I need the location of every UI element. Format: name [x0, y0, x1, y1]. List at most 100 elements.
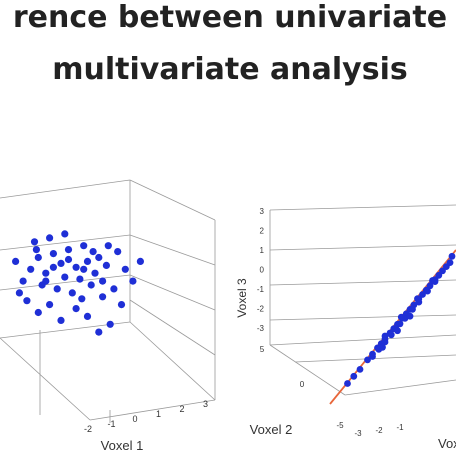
box-edge-5: [269, 244, 456, 251]
data-point: [381, 338, 389, 346]
box-edge-11: [129, 274, 216, 311]
slide-title-line-2: multivariate analysis: [52, 52, 408, 87]
data-point: [12, 257, 20, 265]
data-point: [381, 332, 389, 340]
data-point: [42, 277, 50, 285]
box-edge-0: [0, 179, 131, 199]
data-point: [104, 242, 112, 250]
data-point: [76, 275, 84, 283]
y-tick-label: 3: [260, 207, 265, 216]
x-tick-label: 2: [179, 404, 184, 414]
y-tick-label: -1: [257, 285, 265, 294]
data-point: [42, 269, 50, 277]
depth-tick-label: 5: [260, 345, 265, 354]
data-point: [369, 353, 376, 360]
depth-axis-label: Voxel 2: [250, 422, 293, 437]
x-tick-label: 3: [203, 399, 208, 409]
data-point: [446, 259, 454, 266]
data-point: [364, 356, 371, 364]
data-point: [64, 246, 73, 254]
y-tick-label: -3: [257, 324, 265, 333]
slide-title-line-1: rence between univariate: [12, 0, 448, 35]
data-point: [34, 308, 42, 317]
data-point: [95, 253, 103, 262]
data-point: [102, 261, 110, 269]
data-point: [394, 327, 401, 335]
x-tick-label: -1: [396, 423, 404, 432]
x-tick-label: 1: [156, 409, 161, 419]
x-axis-label: Voxel 1: [101, 438, 144, 453]
data-point: [46, 301, 54, 309]
data-point: [136, 257, 144, 265]
data-point: [356, 366, 364, 373]
data-point: [53, 285, 61, 293]
box-edge-7: [269, 314, 456, 321]
data-point: [448, 252, 456, 260]
x-tick-label: -1: [107, 419, 115, 429]
box-edge-7: [89, 399, 216, 421]
data-point: [80, 242, 88, 250]
depth-tick-label: 0: [300, 380, 305, 389]
data-point: [409, 305, 416, 313]
data-point: [46, 234, 54, 242]
data-point: [87, 281, 95, 289]
box-edge-8: [0, 234, 131, 251]
y-tick-label: -2: [257, 305, 265, 314]
data-point: [106, 320, 114, 328]
box-edge-3: [129, 179, 216, 221]
data-point: [426, 282, 434, 290]
box-edge-2: [269, 344, 346, 396]
data-point: [406, 312, 414, 320]
data-point: [387, 331, 395, 339]
data-point: [419, 291, 426, 298]
x-tick-label: -2: [375, 426, 383, 435]
data-point: [99, 293, 107, 301]
box-edge-12: [129, 299, 216, 356]
scatter-plot-univariate: -2 -1 0 1 2 3 Voxel 1: [0, 179, 216, 453]
y-axis-label: Voxel 3: [235, 278, 249, 318]
y-tick-label: 2: [260, 227, 265, 236]
data-point: [99, 277, 107, 285]
data-point: [91, 269, 99, 277]
data-point: [49, 250, 58, 258]
x-tick-label: 0: [132, 414, 137, 424]
x-axis-label: Voxel 1: [438, 436, 456, 451]
data-point: [15, 289, 23, 297]
data-point: [64, 255, 73, 264]
data-point: [57, 259, 65, 267]
data-point: [27, 265, 35, 273]
x-tick-label: -2: [84, 424, 92, 434]
data-point: [95, 328, 103, 336]
x-tick-label: -3: [354, 429, 362, 438]
data-point: [117, 301, 126, 309]
data-point: [431, 278, 439, 285]
data-point: [68, 289, 76, 297]
data-point: [23, 297, 31, 305]
data-point: [72, 263, 80, 271]
data-point: [61, 230, 69, 238]
data-point: [32, 246, 41, 254]
data-point: [414, 295, 421, 303]
box-edge-0: [269, 204, 456, 211]
data-point: [350, 372, 358, 380]
data-point: [72, 305, 80, 313]
data-point: [49, 263, 58, 271]
box-edge-6: [0, 337, 91, 421]
data-point: [89, 248, 97, 256]
data-point: [110, 285, 118, 293]
data-point: [80, 265, 88, 273]
box-edge-9: [0, 274, 131, 291]
data-point: [61, 273, 69, 281]
data-point: [121, 265, 129, 273]
box-edge-5: [129, 321, 216, 401]
data-point: [114, 248, 122, 256]
box-edge-10: [129, 234, 216, 266]
data-point: [129, 277, 137, 285]
data-point: [344, 380, 351, 387]
data-point: [83, 312, 92, 320]
data-point: [30, 238, 39, 246]
data-point: [83, 257, 92, 265]
box-edge-4: [269, 334, 456, 346]
